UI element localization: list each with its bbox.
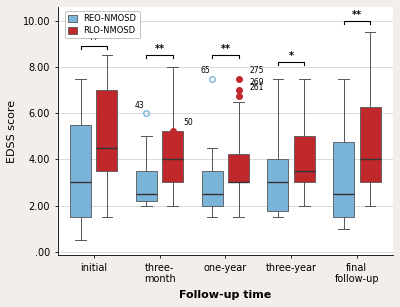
PathPatch shape	[294, 136, 315, 182]
Text: **: **	[154, 44, 164, 54]
Text: 275: 275	[250, 66, 264, 75]
Text: **: **	[352, 10, 362, 20]
Text: 43: 43	[135, 101, 144, 110]
PathPatch shape	[96, 90, 118, 171]
Text: 50: 50	[184, 118, 194, 127]
Legend: REO-NMOSD, RLO-NMOSD: REO-NMOSD, RLO-NMOSD	[65, 11, 140, 38]
PathPatch shape	[202, 171, 223, 206]
PathPatch shape	[268, 159, 288, 212]
PathPatch shape	[333, 142, 354, 217]
PathPatch shape	[162, 130, 183, 182]
PathPatch shape	[228, 154, 249, 182]
Text: **: **	[220, 44, 230, 54]
Y-axis label: EDSS score: EDSS score	[7, 99, 17, 163]
Text: 269: 269	[250, 78, 264, 87]
Text: 65: 65	[200, 66, 210, 75]
Text: *: *	[289, 51, 294, 61]
PathPatch shape	[70, 125, 91, 217]
Text: 261: 261	[250, 83, 264, 92]
Text: **: **	[89, 35, 99, 45]
PathPatch shape	[360, 107, 380, 182]
X-axis label: Follow-up time: Follow-up time	[179, 290, 272, 300]
PathPatch shape	[136, 171, 157, 201]
